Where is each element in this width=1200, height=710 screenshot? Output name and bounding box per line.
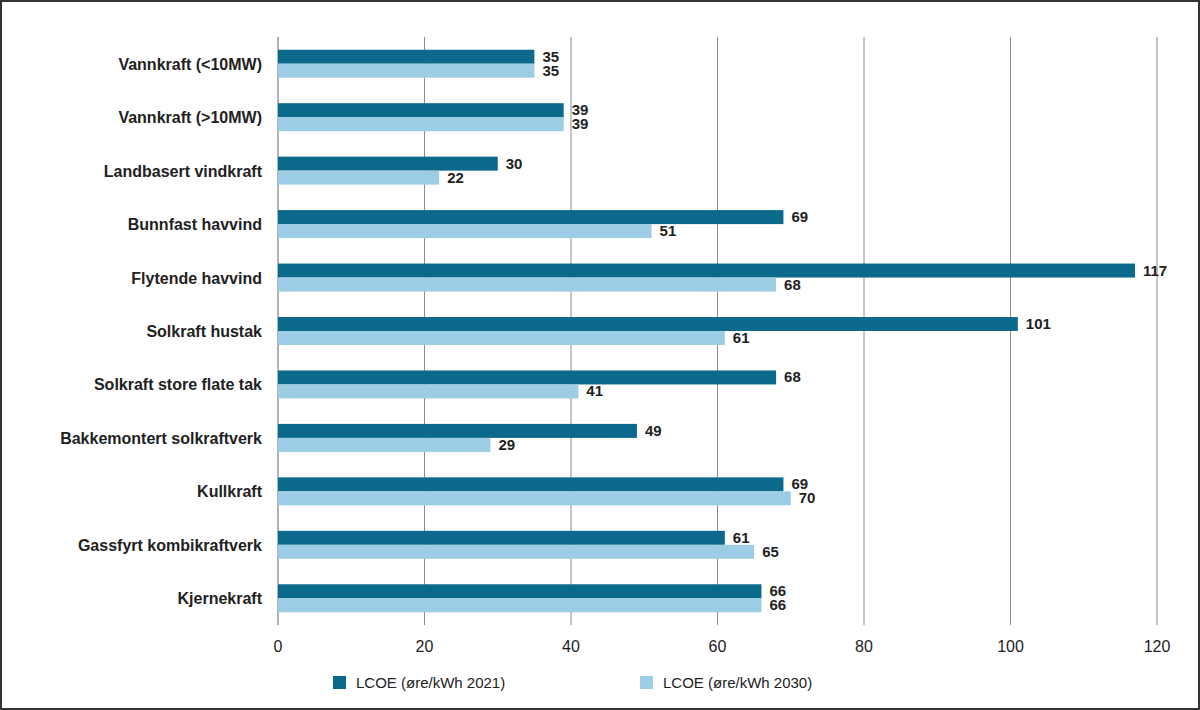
bar bbox=[278, 278, 776, 292]
category-label: Vannkraft (<10MW) bbox=[118, 56, 262, 73]
category-label: Gassfyrt kombikraftverk bbox=[78, 537, 262, 554]
data-label: 61 bbox=[733, 329, 750, 346]
tick-label: 80 bbox=[855, 638, 873, 655]
legend-label: LCOE (øre/kWh 2021) bbox=[356, 674, 505, 691]
category-label: Solkraft store flate tak bbox=[94, 376, 262, 393]
category-label: Landbasert vindkraft bbox=[104, 163, 263, 180]
tick-label: 20 bbox=[416, 638, 434, 655]
bar bbox=[278, 438, 490, 452]
category-label: Vannkraft (>10MW) bbox=[118, 109, 262, 126]
data-label: 30 bbox=[506, 155, 523, 172]
category-label: Solkraft hustak bbox=[146, 323, 262, 340]
category-label: Bunnfast havvind bbox=[128, 216, 262, 233]
bar bbox=[278, 157, 498, 171]
bars bbox=[278, 50, 1135, 613]
bar bbox=[278, 545, 754, 559]
bar bbox=[278, 424, 637, 438]
data-label: 70 bbox=[799, 489, 816, 506]
data-label: 51 bbox=[660, 222, 677, 239]
data-label: 101 bbox=[1026, 315, 1051, 332]
legend-label: LCOE (øre/kWh 2030) bbox=[663, 674, 812, 691]
legend-swatch bbox=[640, 676, 653, 689]
data-label: 69 bbox=[791, 208, 808, 225]
bar bbox=[278, 64, 534, 78]
bar bbox=[278, 103, 564, 117]
data-label: 68 bbox=[784, 368, 801, 385]
category-label: Kjernekraft bbox=[178, 590, 263, 607]
data-label: 66 bbox=[769, 596, 786, 613]
data-label: 65 bbox=[762, 543, 779, 560]
category-label: Bakkemontert solkraftverk bbox=[60, 430, 262, 447]
bar bbox=[278, 317, 1018, 331]
category-label: Kullkraft bbox=[197, 483, 263, 500]
bar bbox=[278, 598, 761, 612]
bar bbox=[278, 117, 564, 131]
labels: 3535393930226951117681016168414929697061… bbox=[447, 48, 1167, 614]
data-label: 41 bbox=[586, 382, 603, 399]
tick-label: 40 bbox=[562, 638, 580, 655]
tick-label: 100 bbox=[997, 638, 1024, 655]
legend: LCOE (øre/kWh 2021) LCOE (øre/kWh 2030) bbox=[333, 674, 812, 691]
bar bbox=[278, 331, 725, 345]
data-label: 117 bbox=[1143, 262, 1167, 279]
bar bbox=[278, 384, 578, 398]
data-label: 61 bbox=[733, 529, 750, 546]
category-label: Flytende havvind bbox=[131, 270, 262, 287]
bar bbox=[278, 50, 534, 64]
tick-label: 0 bbox=[274, 638, 283, 655]
bar bbox=[278, 210, 783, 224]
data-label: 35 bbox=[542, 62, 559, 79]
bar bbox=[278, 224, 652, 238]
chart-svg: 0204060801001203535393930226951117681016… bbox=[0, 0, 1200, 710]
data-label: 49 bbox=[645, 422, 662, 439]
data-label: 39 bbox=[572, 115, 589, 132]
grid-line bbox=[1157, 37, 1158, 625]
bar bbox=[278, 477, 783, 491]
data-label: 22 bbox=[447, 169, 464, 186]
bar bbox=[278, 531, 725, 545]
data-label: 68 bbox=[784, 276, 801, 293]
legend-swatch bbox=[333, 676, 346, 689]
frame bbox=[1, 1, 1199, 709]
chart-container: 0204060801001203535393930226951117681016… bbox=[0, 0, 1200, 710]
bar bbox=[278, 370, 776, 384]
bar bbox=[278, 491, 791, 505]
grid bbox=[278, 37, 1157, 625]
bar bbox=[278, 171, 439, 185]
tick-label: 60 bbox=[709, 638, 727, 655]
bar bbox=[278, 584, 761, 598]
data-label: 29 bbox=[498, 436, 515, 453]
tick-label: 120 bbox=[1144, 638, 1171, 655]
bar bbox=[278, 264, 1135, 278]
